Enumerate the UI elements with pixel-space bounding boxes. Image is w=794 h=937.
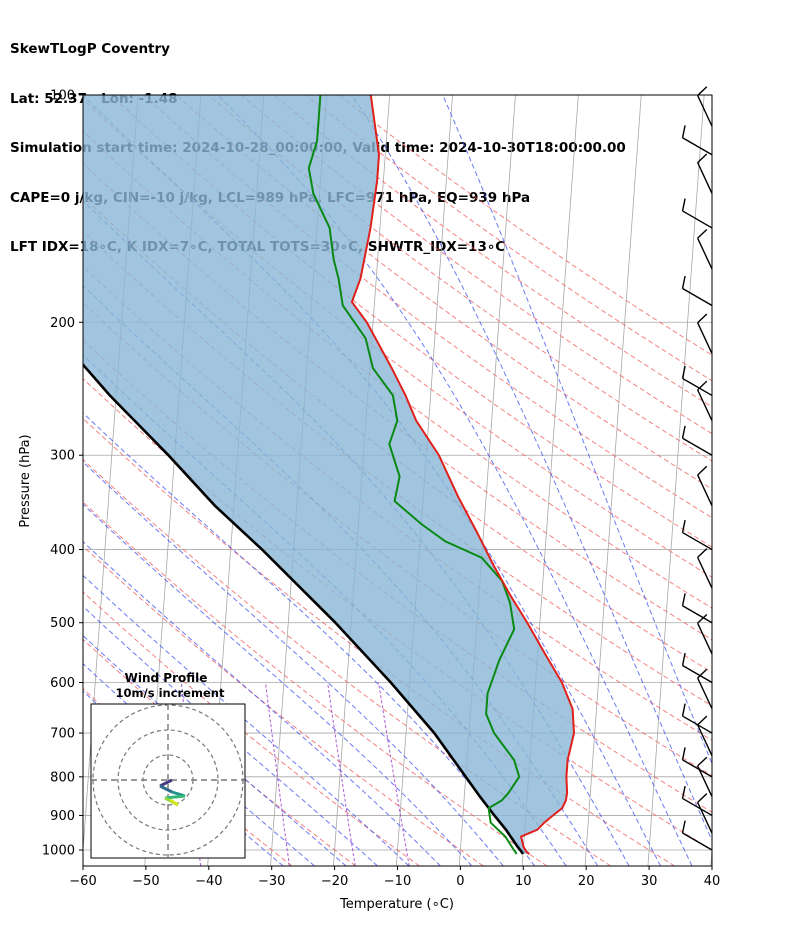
y-tick-label: 600 (50, 676, 75, 691)
moist-adiabat (83, 503, 473, 866)
moist-adiabat (83, 663, 315, 866)
hodograph-title: Wind Profile (125, 671, 208, 685)
x-tick-label: −40 (195, 874, 222, 889)
y-tick-label: 800 (50, 770, 75, 785)
hodograph: Wind Profile 10m/s increment (90, 671, 246, 859)
profiles (83, 95, 576, 855)
wind-barb (696, 153, 713, 194)
wind-barb (681, 198, 713, 229)
x-tick-label: −10 (384, 874, 411, 889)
wind-barb (681, 520, 713, 551)
wind-barb (696, 228, 713, 270)
x-tick-label: −30 (258, 874, 285, 889)
isotherm (710, 844, 712, 866)
wind-barb (681, 425, 713, 456)
dewpoint-line (307, 95, 521, 855)
wind-barb (681, 785, 713, 817)
y-tick-label: 700 (50, 727, 75, 742)
wind-barb (696, 613, 713, 655)
moist-adiabat (83, 574, 410, 866)
wind-barb (696, 313, 713, 354)
dry-adiabat (83, 417, 675, 866)
moist-adiabat (83, 635, 347, 866)
y-tick-label: 500 (50, 616, 75, 631)
hodograph-trace (169, 798, 179, 807)
mixing-ratio-line (378, 682, 410, 866)
hodograph-trace (164, 794, 186, 800)
moist-adiabat (83, 95, 661, 866)
hodograph-subtitle: 10m/s increment (116, 686, 225, 700)
y-tick-label: 1000 (42, 844, 75, 859)
y-tick-label: 400 (50, 543, 75, 558)
wind-barb (696, 548, 713, 589)
dry-adiabat (83, 230, 712, 707)
cape-cin-shading (83, 95, 574, 854)
wind-barb (681, 365, 713, 397)
moist-adiabat (83, 540, 441, 866)
cin-area (83, 95, 574, 854)
dry-adiabat (110, 95, 712, 548)
wind-barb (681, 820, 713, 851)
x-axis: −60 −50 −40 −30 −20 −10 0 10 20 30 40 (69, 866, 720, 889)
x-tick-label: 30 (641, 874, 658, 889)
temperature-line (350, 95, 576, 855)
wind-barb (696, 756, 713, 798)
wind-barb (681, 703, 713, 734)
y-axis-label: Pressure (hPa) (18, 434, 33, 527)
hodograph-trace (159, 778, 173, 788)
parcel-profile-line (83, 362, 525, 855)
wind-barb (696, 668, 713, 710)
x-tick-label: 20 (578, 874, 595, 889)
x-tick-label: 40 (704, 874, 721, 889)
moist-adiabat (83, 461, 504, 866)
dry-adiabat (83, 545, 484, 866)
wind-barb (681, 275, 713, 307)
x-tick-label: −60 (69, 874, 96, 889)
wind-barb (696, 793, 713, 834)
moist-adiabat (217, 95, 693, 866)
x-tick-label: 0 (456, 874, 464, 889)
isotherm (774, 95, 794, 866)
y-tick-label: 900 (50, 809, 75, 824)
wind-barb (696, 465, 713, 507)
x-tick-label: 10 (515, 874, 532, 889)
x-axis-label: Temperature (∘C) (339, 897, 454, 912)
mixing-ratio-line (265, 682, 290, 866)
dry-adiabat (143, 95, 712, 519)
mixing-ratio-line (327, 682, 356, 866)
wind-barb (681, 593, 713, 624)
wind-barb (681, 652, 713, 684)
wind-barb (681, 125, 713, 156)
dry-adiabat (208, 95, 712, 462)
y-tick-label: 300 (50, 449, 75, 464)
wind-barb (696, 715, 713, 756)
moist-adiabat (351, 95, 712, 842)
wind-barb (696, 86, 713, 127)
x-tick-label: −20 (321, 874, 348, 889)
chart-title: SkewTLogP Coventry (10, 41, 170, 57)
x-tick-label: −50 (132, 874, 159, 889)
dry-adiabat (83, 130, 712, 609)
dry-adiabat (83, 638, 357, 866)
isotherm (0, 95, 12, 866)
hodograph-trace (159, 784, 173, 794)
dry-adiabat (83, 591, 420, 866)
wind-barb (681, 747, 713, 778)
isotherm (647, 95, 705, 866)
isotherm (584, 95, 642, 866)
moist-adiabat (83, 605, 378, 866)
wind-barb (696, 380, 713, 421)
y-axis: 100 200 300 400 500 600 700 800 900 1000 (42, 89, 83, 859)
y-tick-label: 200 (50, 316, 75, 331)
dry-adiabat (240, 95, 712, 435)
wind-barbs (681, 86, 713, 851)
y-tick-label: 100 (50, 89, 75, 104)
